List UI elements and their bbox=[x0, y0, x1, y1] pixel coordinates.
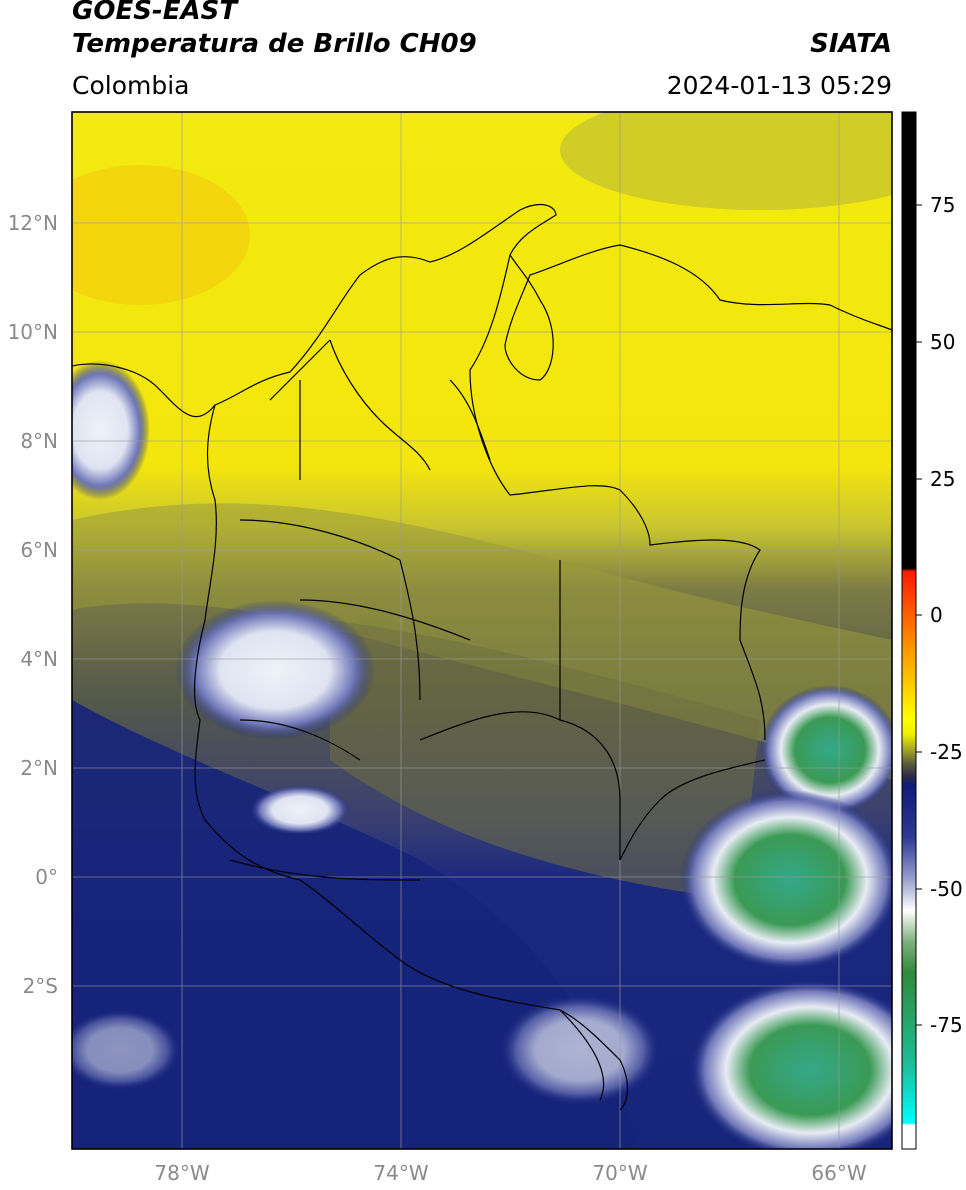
colorbar: 75 50 25 0 -25 -50 -75 bbox=[901, 111, 963, 1150]
colorbar-tick-label: 0 bbox=[930, 603, 943, 627]
lon-label: 78°W bbox=[154, 1161, 209, 1185]
lat-label: 12°N bbox=[8, 211, 58, 235]
satellite-title: GOES-EAST bbox=[72, 0, 238, 26]
map-frame bbox=[71, 111, 893, 1150]
colorbar-tick-label: -25 bbox=[930, 740, 963, 764]
graticule bbox=[72, 112, 892, 1149]
lat-label: 0° bbox=[35, 865, 58, 889]
colorbar-tick-label: 50 bbox=[930, 330, 955, 354]
colorbar-tick-label: 75 bbox=[930, 193, 955, 217]
map-field bbox=[72, 112, 892, 1149]
timestamp-label: 2024-01-13 05:29 bbox=[666, 71, 892, 100]
lon-label: 74°W bbox=[373, 1161, 428, 1185]
lon-label: 70°W bbox=[592, 1161, 647, 1185]
lat-label: 2°S bbox=[23, 974, 58, 998]
lat-label: 4°N bbox=[20, 647, 58, 671]
colorbar-tick-label: 25 bbox=[930, 467, 955, 491]
boundaries bbox=[72, 203, 892, 1111]
product-title: Temperatura de Brillo CH09 bbox=[72, 29, 477, 59]
colorbar-tick-label: -75 bbox=[930, 1013, 963, 1037]
brand-label: SIATA bbox=[810, 29, 892, 59]
region-label: Colombia bbox=[72, 71, 190, 100]
colorbar-tick-label: -50 bbox=[930, 877, 963, 901]
lon-label: 66°W bbox=[811, 1161, 866, 1185]
lat-label: 2°N bbox=[20, 756, 58, 780]
lat-label: 8°N bbox=[20, 429, 58, 453]
lat-label: 6°N bbox=[20, 538, 58, 562]
longitude-axis: 78°W 74°W 70°W 66°W bbox=[154, 1161, 866, 1185]
lat-label: 10°N bbox=[8, 320, 58, 344]
latitude-axis: 12°N 10°N 8°N 6°N 4°N 2°N 0° 2°S bbox=[8, 211, 58, 998]
